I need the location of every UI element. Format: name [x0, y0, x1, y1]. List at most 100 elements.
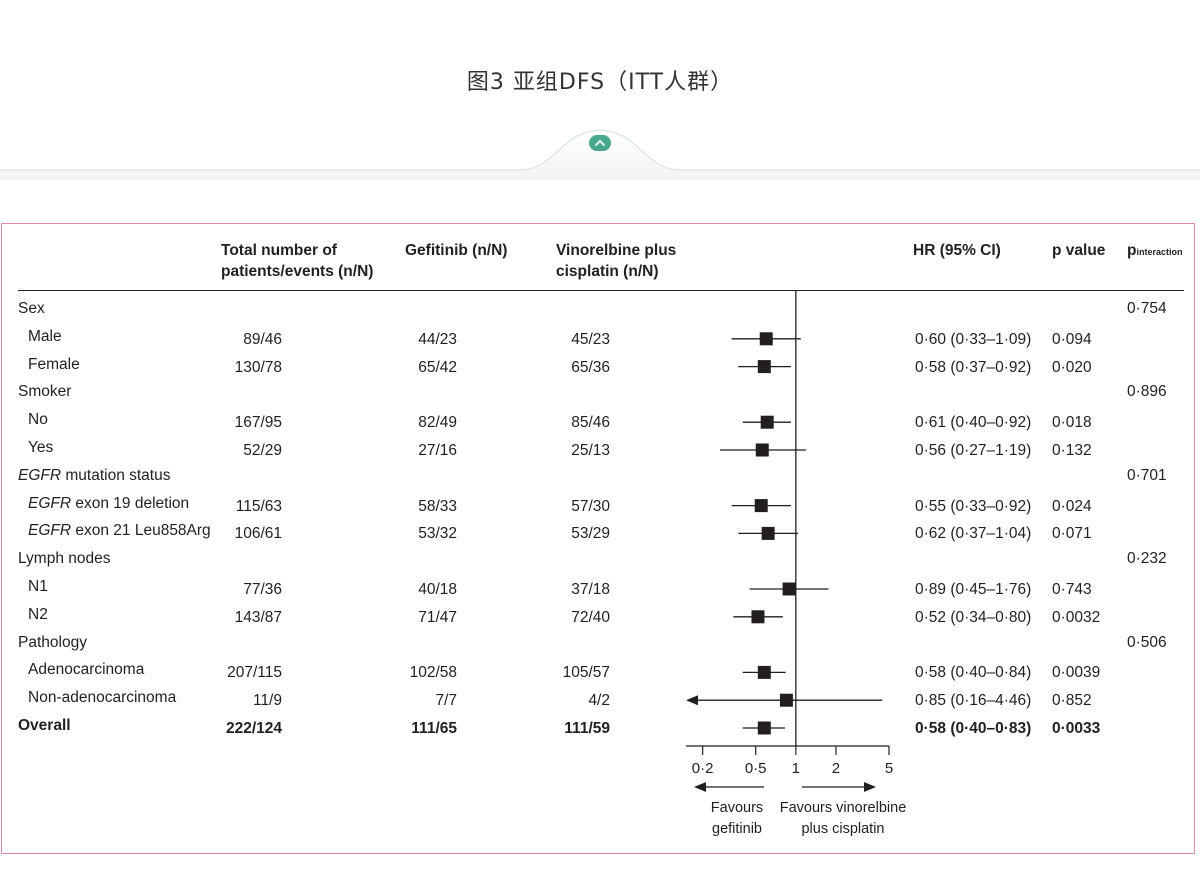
gefitinib-cell: 27/16	[418, 442, 457, 459]
row-label-rest: exon 21 Leu858Arg	[71, 522, 211, 540]
hr-point	[757, 665, 771, 679]
hr-point	[757, 721, 771, 735]
group-label: EGFR mutation status	[18, 467, 170, 485]
p-interaction-cell: 0·232	[1127, 550, 1167, 568]
vinorelbine-cell: 105/57	[562, 664, 610, 682]
hr-point	[759, 332, 773, 346]
row-label-gene: EGFR	[28, 522, 72, 540]
total-cell: 207/115	[227, 664, 282, 682]
group-label: Smoker	[18, 383, 72, 401]
hr-cell: 0·85 (0·16–4·46)	[915, 692, 1032, 710]
p-value-cell: 0·0033	[1052, 720, 1101, 737]
header-hr: HR (95% CI)	[913, 242, 1001, 259]
gefitinib-cell: 82/49	[418, 414, 457, 432]
x-tick-label: 0·2	[692, 760, 714, 777]
hr-point	[761, 526, 775, 540]
favours-left-line1: Favours	[710, 800, 764, 816]
hr-point	[782, 582, 796, 596]
group-label: Pathology	[18, 633, 87, 651]
row-label-rest: exon 19 deletion	[71, 494, 190, 512]
p-value-cell: 0·094	[1052, 330, 1092, 348]
p-interaction-cell: 0·506	[1127, 633, 1167, 651]
hr-point	[751, 610, 765, 624]
total-cell: 115/63	[235, 497, 282, 515]
x-tick-label: 2	[832, 760, 840, 777]
x-tick-label: 5	[885, 760, 893, 777]
hr-cell: 0·62 (0·37–1·04)	[915, 525, 1032, 543]
favours-right-line1: Favours vinorelbine	[779, 800, 907, 816]
gefitinib-cell: 40/18	[418, 581, 457, 598]
vinorelbine-cell: 53/29	[571, 525, 610, 543]
forest-plot-figure: Total number of patients/events (n/N) Ge…	[1, 223, 1195, 854]
collapse-button[interactable]	[589, 135, 611, 151]
hr-cell: 0·58 (0·40–0·84)	[915, 664, 1032, 682]
row-label: Non-adenocarcinoma	[28, 689, 177, 707]
group-label: Lymph nodes	[18, 550, 111, 568]
hr-point	[779, 693, 793, 707]
hr-cell: 0·55 (0·33–0·92)	[915, 497, 1032, 515]
p-interaction-cell: 0·701	[1127, 466, 1167, 484]
favours-left-line2: gefitinib	[712, 821, 762, 837]
p-value-cell: 0·018	[1052, 414, 1092, 432]
vinorelbine-cell: 65/36	[571, 358, 610, 376]
hr-point	[755, 443, 769, 457]
chevron-up-icon	[595, 140, 605, 146]
row-label: No	[28, 411, 48, 429]
total-cell: 143/87	[234, 608, 282, 626]
p-value-cell: 0·024	[1052, 497, 1092, 515]
p-value-cell: 0·852	[1052, 692, 1092, 710]
vinorelbine-cell: 45/23	[571, 330, 610, 348]
header-divider	[0, 129, 1200, 180]
header-gefitinib: Gefitinib (n/N)	[405, 242, 508, 259]
hr-point	[754, 499, 768, 513]
row-label: Female	[28, 355, 80, 373]
total-cell: 106/61	[234, 525, 282, 543]
row-label: Overall	[18, 717, 71, 734]
header-total-line1: Total number of	[221, 242, 337, 259]
row-label-rest: mutation status	[61, 466, 171, 484]
header-vino-line1: Vinorelbine plus	[556, 242, 677, 259]
hr-cell: 0·61 (0·40–0·92)	[915, 414, 1032, 432]
p-value-cell: 0·020	[1052, 358, 1092, 376]
header-p-main: p	[1127, 242, 1137, 259]
vinorelbine-cell: 72/40	[571, 608, 610, 626]
hr-cell: 0·58 (0·37–0·92)	[915, 358, 1032, 376]
header-p-value: p value	[1052, 242, 1106, 259]
favours-right-arrowhead	[864, 782, 876, 792]
gefitinib-cell: 65/42	[418, 358, 457, 376]
row-label: EGFR exon 21 Leu858Arg	[28, 522, 211, 540]
group-label: Sex	[18, 300, 45, 317]
total-cell: 52/29	[243, 442, 282, 459]
hr-cell: 0·56 (0·27–1·19)	[915, 442, 1032, 459]
vinorelbine-cell: 57/30	[571, 497, 610, 515]
total-cell: 11/9	[252, 692, 282, 710]
hr-cell: 0·60 (0·33–1·09)	[915, 330, 1032, 348]
p-value-cell: 0·743	[1052, 581, 1092, 598]
gefitinib-cell: 53/32	[418, 525, 457, 543]
total-cell: 77/36	[243, 581, 282, 598]
vinorelbine-cell: 111/59	[564, 720, 610, 737]
total-cell: 222/124	[225, 720, 282, 737]
p-value-cell: 0·132	[1052, 442, 1092, 459]
gefitinib-cell: 111/65	[411, 720, 457, 737]
row-label: EGFR exon 19 deletion	[28, 495, 189, 513]
row-label: N1	[28, 578, 48, 595]
p-interaction-cell: 0·754	[1127, 300, 1167, 317]
header-vinorelbine: Vinorelbine plus cisplatin (n/N)	[556, 240, 676, 282]
p-interaction-cell: 0·896	[1127, 383, 1167, 401]
row-label: N2	[28, 605, 48, 623]
total-cell: 89/46	[243, 330, 282, 348]
gefitinib-cell: 58/33	[418, 497, 457, 515]
vinorelbine-cell: 25/13	[571, 442, 610, 459]
favours-right-line2: plus cisplatin	[801, 821, 885, 837]
page-title: 图3 亚组DFS（ITT人群）	[466, 70, 734, 95]
header-p-interaction: pinteraction	[1127, 240, 1182, 263]
vinorelbine-cell: 4/2	[588, 692, 610, 710]
gefitinib-cell: 7/7	[435, 692, 457, 710]
p-value-cell: 0·071	[1052, 525, 1092, 543]
row-label: Male	[28, 327, 62, 345]
header-p-sub: interaction	[1136, 247, 1183, 257]
row-label: Adenocarcinoma	[28, 661, 145, 679]
header-rule	[18, 290, 1184, 291]
favours-gefitinib-label: Favours gefitinib	[692, 798, 782, 840]
